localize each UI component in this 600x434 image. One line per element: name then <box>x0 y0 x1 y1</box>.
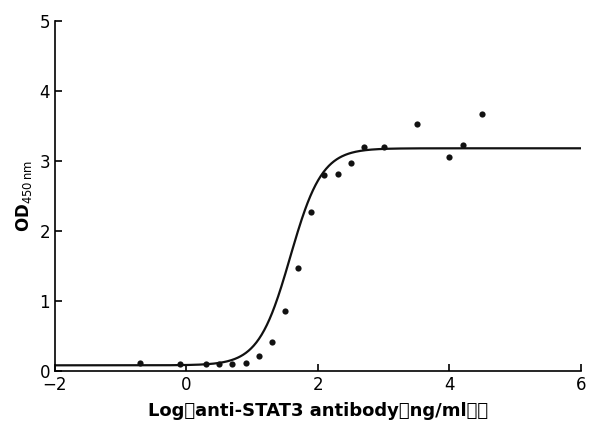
Point <box>333 170 343 177</box>
Point <box>478 111 487 118</box>
Point <box>458 142 467 149</box>
Point <box>136 360 145 367</box>
Point <box>227 361 237 368</box>
Point <box>267 338 277 345</box>
Point <box>359 143 369 150</box>
Y-axis label: OD$_{450\,\mathrm{nm}}$: OD$_{450\,\mathrm{nm}}$ <box>14 160 34 232</box>
Point <box>379 143 388 150</box>
Point <box>293 265 303 272</box>
Point <box>307 208 316 215</box>
Point <box>280 308 290 315</box>
Point <box>412 121 421 128</box>
Point <box>214 361 224 368</box>
Point <box>202 361 211 368</box>
Point <box>254 352 263 359</box>
Point <box>175 361 185 368</box>
Point <box>241 359 250 366</box>
X-axis label: Log（anti-STAT3 antibody（ng/ml））: Log（anti-STAT3 antibody（ng/ml）） <box>148 402 488 420</box>
Point <box>346 160 356 167</box>
Point <box>445 154 454 161</box>
Point <box>320 171 329 178</box>
